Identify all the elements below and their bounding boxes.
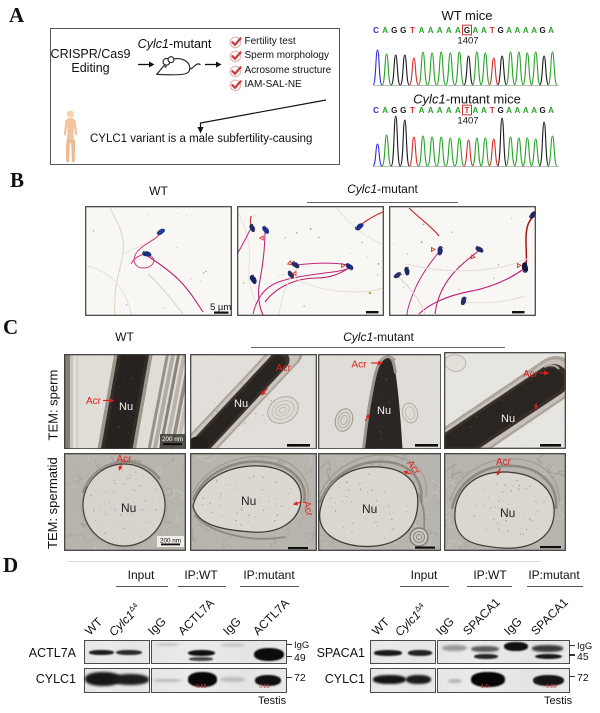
svg-text:A: A — [473, 26, 479, 35]
svg-text:A: A — [481, 26, 487, 35]
svg-text:Nu: Nu — [377, 405, 391, 417]
svg-text:200 nm: 200 nm — [162, 436, 183, 443]
svg-text:T: T — [410, 106, 415, 115]
svg-text:G: G — [391, 26, 397, 35]
svg-text:A: A — [531, 106, 537, 115]
svg-text:1407: 1407 — [457, 116, 478, 127]
svg-text:Nu: Nu — [121, 501, 136, 515]
svg-text:Acr: Acr — [117, 454, 133, 465]
svg-text:C: C — [373, 106, 379, 115]
svg-text:T: T — [410, 26, 415, 35]
svg-text:A: A — [523, 26, 529, 35]
svg-text:A: A — [428, 106, 434, 115]
svg-text:Acr: Acr — [276, 363, 292, 374]
svg-text:5 µm: 5 µm — [210, 302, 231, 313]
svg-text:WT mice: WT mice — [441, 8, 492, 23]
svg-text:A: A — [523, 106, 529, 115]
svg-text:A: A — [531, 26, 537, 35]
svg-text:Cylc1-mutant mice: Cylc1-mutant mice — [413, 92, 521, 107]
svg-text:Acr: Acr — [351, 359, 367, 370]
svg-text:Nu: Nu — [234, 398, 248, 410]
svg-text:A: A — [419, 106, 425, 115]
svg-text:Acr: Acr — [300, 500, 314, 518]
svg-text:A: A — [419, 26, 425, 35]
svg-text:A: A — [455, 26, 461, 35]
svg-text:A: A — [428, 26, 434, 35]
svg-text:T: T — [490, 26, 495, 35]
svg-text:A: A — [481, 106, 487, 115]
svg-text:G: G — [464, 26, 470, 35]
svg-text:A: A — [446, 106, 452, 115]
svg-text:A: A — [382, 106, 388, 115]
svg-text:A: A — [506, 26, 512, 35]
svg-text:T: T — [465, 106, 470, 115]
svg-text:A: A — [382, 26, 388, 35]
svg-text:G: G — [400, 106, 406, 115]
svg-text:Acr: Acr — [496, 457, 512, 468]
svg-text:G: G — [539, 106, 545, 115]
svg-text:G: G — [400, 26, 406, 35]
svg-text:1407: 1407 — [457, 36, 478, 47]
svg-text:A: A — [437, 26, 443, 35]
svg-text:A: A — [446, 26, 452, 35]
svg-text:A: A — [455, 106, 461, 115]
svg-text:G: G — [539, 26, 545, 35]
svg-text:A: A — [437, 106, 443, 115]
svg-text:Nu: Nu — [241, 494, 256, 508]
svg-text:Nu: Nu — [119, 401, 133, 413]
svg-text:200 nm: 200 nm — [160, 538, 181, 545]
svg-text:Acr: Acr — [86, 396, 102, 407]
svg-text:Nu: Nu — [500, 506, 515, 520]
svg-text:Acr: Acr — [523, 369, 539, 380]
svg-text:A: A — [548, 26, 554, 35]
svg-text:A: A — [515, 26, 521, 35]
svg-text:G: G — [391, 106, 397, 115]
svg-text:A: A — [548, 106, 554, 115]
svg-text:G: G — [497, 26, 503, 35]
svg-text:T: T — [490, 106, 495, 115]
svg-text:C: C — [373, 26, 379, 35]
svg-text:Nu: Nu — [362, 502, 377, 516]
svg-text:Nu: Nu — [501, 413, 515, 425]
svg-text:A: A — [506, 106, 512, 115]
svg-text:G: G — [497, 106, 503, 115]
svg-text:A: A — [515, 106, 521, 115]
svg-text:A: A — [473, 106, 479, 115]
